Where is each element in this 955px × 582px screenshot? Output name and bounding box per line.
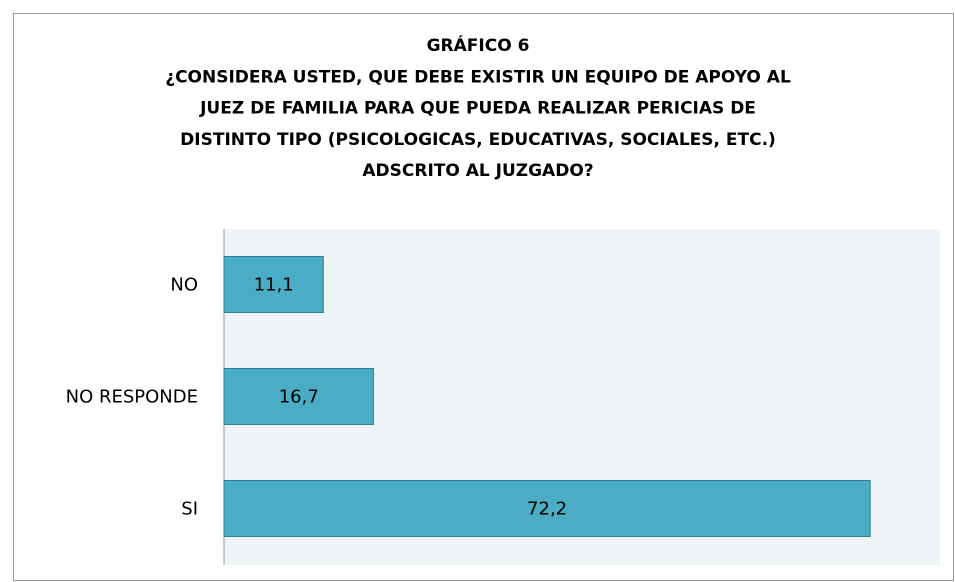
chart-title: DISTINTO TIPO (PSICOLOGICAS, EDUCATIVAS,… (180, 130, 776, 150)
data-label: 72,2 (527, 499, 567, 520)
y-tick-label: NO RESPONDE (66, 387, 198, 408)
y-tick-label: NO (170, 275, 198, 296)
bar (223, 368, 374, 425)
data-label: 16,7 (279, 387, 319, 408)
y-tick-label: SI (181, 499, 198, 520)
bar (223, 480, 871, 537)
data-label: 11,1 (254, 275, 294, 296)
chart-title: JUEZ DE FAMILIA PARA QUE PUEDA REALIZAR … (199, 99, 756, 119)
chart-title: ADSCRITO AL JUZGADO? (362, 161, 593, 181)
chart-title: ¿CONSIDERA USTED, QUE DEBE EXISTIR UN EQ… (165, 67, 791, 87)
chart-title: GRÁFICO 6 (427, 34, 530, 56)
bar (223, 256, 324, 313)
